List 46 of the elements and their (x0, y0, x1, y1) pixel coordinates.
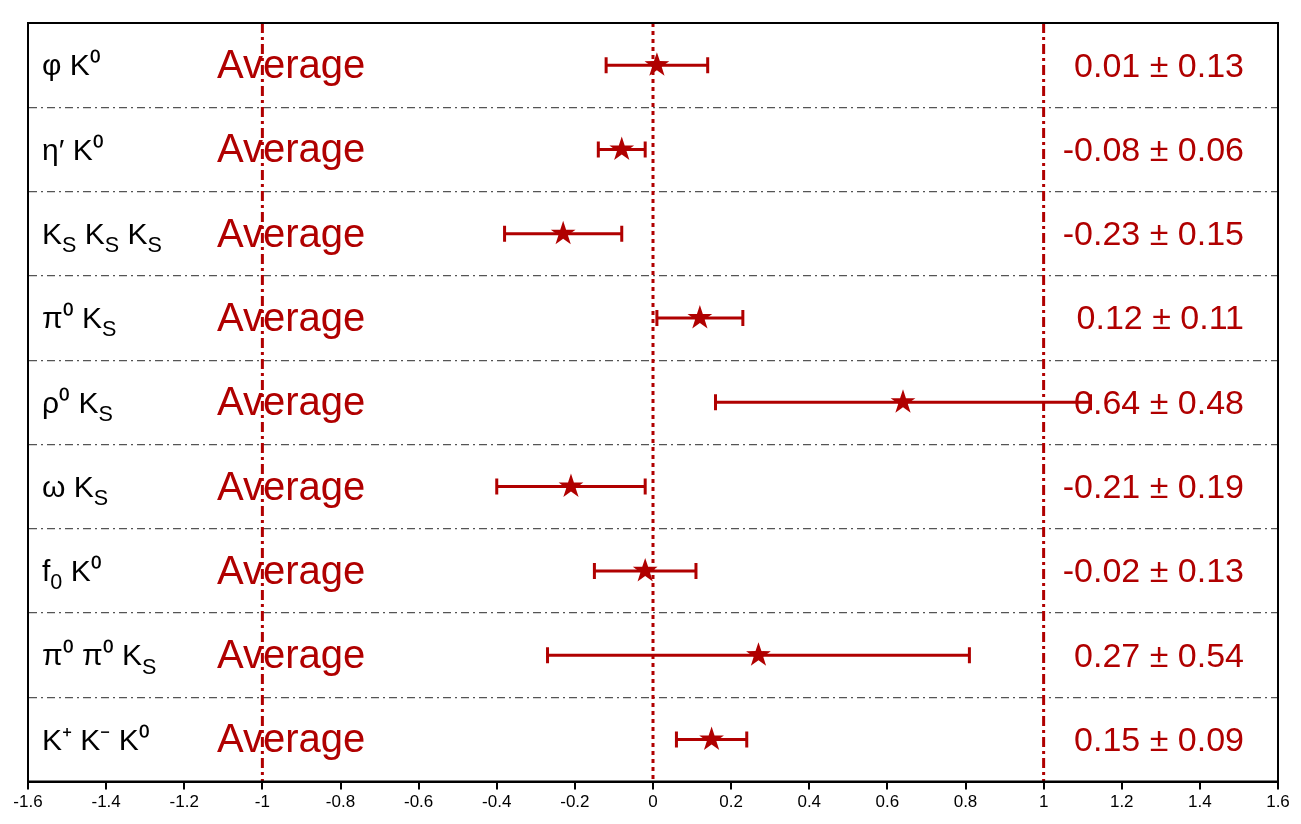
annotation: 0.27 ± 0.54 (1074, 635, 1244, 674)
x-tick-label: 0 (648, 792, 658, 812)
annotation: -0.23 ± 0.15 (1062, 214, 1244, 253)
y-tick-label: φ K⁰ (42, 48, 101, 82)
x-tick-label: -1.2 (169, 792, 199, 812)
annotation: 0.01 ± 0.13 (1074, 45, 1244, 84)
x-tick-label: -1.6 (13, 792, 43, 812)
point (558, 473, 584, 498)
y-tick-label: K⁺ K⁻ K⁰ (42, 722, 150, 756)
y-tick-label: η′ K⁰ (42, 132, 104, 166)
x-tick-label: -0.4 (482, 792, 512, 812)
point (632, 557, 658, 582)
x-tick-label: -1 (254, 792, 270, 812)
annotation: 0.12 ± 0.11 (1076, 298, 1244, 337)
annotation: -0.08 ± 0.06 (1062, 129, 1244, 168)
x-tick-label: 0.6 (875, 792, 900, 812)
annotation: Average (217, 463, 366, 508)
point (699, 726, 724, 750)
annotation: Average (217, 379, 366, 424)
x-tick-label: 0.8 (953, 792, 978, 812)
x-tick-label: 1.4 (1188, 792, 1212, 812)
point (609, 136, 635, 160)
x-tick-label: -0.6 (403, 792, 434, 812)
x-tick-label: -0.2 (560, 792, 590, 812)
annotation: Average (217, 210, 366, 255)
x-tick-label: -0.8 (325, 792, 356, 812)
annotation: Average (217, 716, 366, 761)
x-tick-label: 0.4 (797, 792, 822, 812)
annotation: 0.15 ± 0.09 (1074, 719, 1244, 758)
x-tick-label: -1.4 (91, 792, 121, 812)
annotation: Average (217, 42, 366, 87)
x-tick-label: 1.6 (1266, 792, 1290, 812)
point (550, 220, 576, 245)
x-tick-label: 1.2 (1109, 792, 1134, 812)
point (687, 305, 713, 329)
x-tick-label: 0.2 (719, 792, 743, 812)
annotation: Average (217, 295, 366, 340)
annotation: -0.02 ± 0.13 (1062, 551, 1244, 590)
point (644, 52, 670, 76)
point (746, 642, 771, 666)
point (890, 389, 916, 413)
annotation: -0.21 ± 0.19 (1062, 466, 1244, 505)
x-tick-label: 1 (1038, 792, 1049, 812)
annotation: Average (217, 632, 366, 677)
annotation: Average (217, 126, 366, 171)
annotation: Average (217, 547, 366, 592)
